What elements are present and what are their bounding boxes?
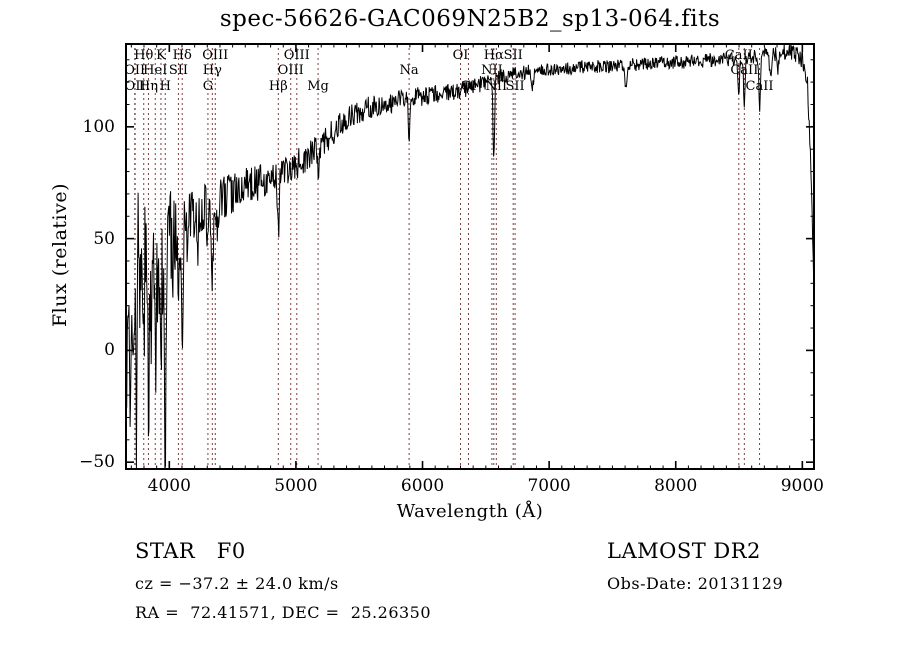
x-tick-label: 5000 (274, 476, 318, 496)
object-class-label: STAR F0 (135, 539, 246, 563)
spectrum-plot (125, 43, 815, 470)
obs-date: Obs-Date: 20131129 (607, 574, 784, 593)
y-tick-label: 100 (82, 116, 115, 137)
x-tick-label: 9000 (780, 476, 824, 496)
plot-title: spec-56626-GAC069N25B2_sp13-064.fits (219, 6, 721, 32)
x-tick-label: 7000 (527, 476, 571, 496)
plot-frame (125, 43, 815, 470)
coordinates: RA = 72.41571, DEC = 25.26350 (135, 603, 432, 622)
survey-label: LAMOST DR2 (607, 539, 761, 563)
cz-value: cz = −37.2 ± 24.0 km/s (135, 574, 339, 593)
x-tick-label: 8000 (654, 476, 698, 496)
y-tick-label: 50 (93, 228, 115, 249)
spectrum-plot-canvas (125, 43, 815, 470)
x-tick-label: 6000 (400, 476, 445, 496)
x-tick-label: 4000 (147, 476, 191, 496)
y-tick-label: −50 (79, 452, 115, 473)
spectrum-trace (125, 43, 815, 469)
x-axis-label: Wavelength (Å) (396, 501, 544, 522)
y-tick-label: 0 (104, 340, 115, 361)
y-axis-label: Flux (relative) (49, 183, 71, 327)
